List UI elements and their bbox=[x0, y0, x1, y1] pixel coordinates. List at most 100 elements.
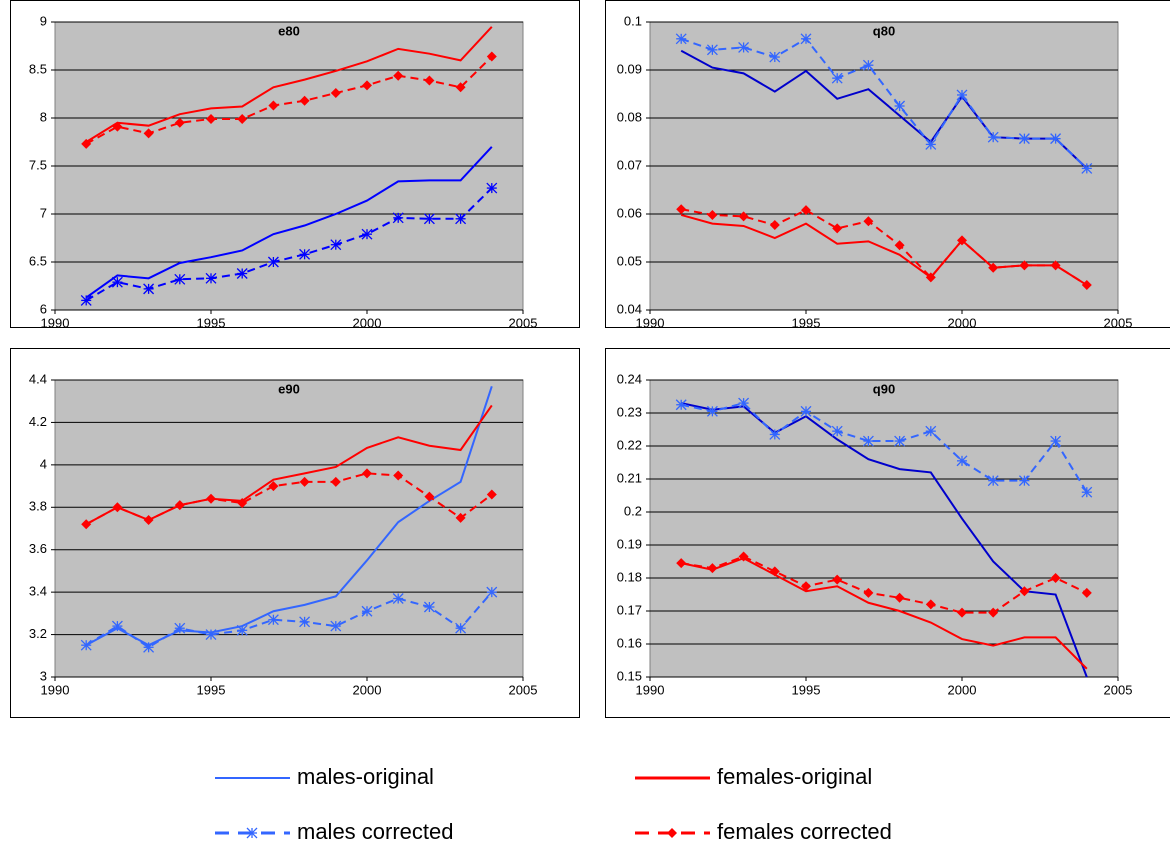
x-tick-label: 1990 bbox=[41, 682, 70, 697]
y-tick-label: 0.07 bbox=[617, 157, 642, 172]
chart-title: e90 bbox=[278, 381, 300, 396]
marker-asterisk bbox=[926, 426, 936, 436]
chart-title: e80 bbox=[278, 23, 300, 38]
y-tick-label: 3.8 bbox=[29, 499, 47, 514]
legend-label: females-original bbox=[717, 764, 872, 789]
x-tick-label: 1990 bbox=[41, 315, 70, 330]
marker-asterisk bbox=[268, 257, 278, 267]
y-tick-label: 4.2 bbox=[29, 414, 47, 429]
marker-asterisk bbox=[456, 623, 466, 633]
legend: males-original females-original males corr… bbox=[215, 764, 892, 844]
marker-asterisk bbox=[739, 398, 749, 408]
y-tick-label: 0.1 bbox=[624, 13, 642, 28]
marker-asterisk bbox=[362, 229, 372, 239]
marker-asterisk bbox=[300, 617, 310, 627]
x-tick-label: 2005 bbox=[509, 315, 538, 330]
marker-asterisk bbox=[676, 34, 686, 44]
y-tick-label: 0.06 bbox=[617, 205, 642, 220]
y-tick-label: 0.2 bbox=[624, 503, 642, 518]
marker-asterisk bbox=[331, 240, 341, 250]
marker-asterisk bbox=[1082, 487, 1092, 497]
marker-asterisk bbox=[1019, 476, 1029, 486]
x-tick-label: 2005 bbox=[509, 682, 538, 697]
marker-asterisk bbox=[362, 606, 372, 616]
y-tick-label: 0.23 bbox=[617, 404, 642, 419]
y-tick-label: 0.09 bbox=[617, 61, 642, 76]
marker-asterisk bbox=[247, 828, 257, 838]
y-tick-label: 6.5 bbox=[29, 253, 47, 268]
marker-asterisk bbox=[175, 623, 185, 633]
x-tick-label: 2000 bbox=[948, 315, 977, 330]
y-tick-label: 0.05 bbox=[617, 253, 642, 268]
marker-asterisk bbox=[206, 273, 216, 283]
y-tick-label: 0.04 bbox=[617, 301, 642, 316]
x-tick-label: 2005 bbox=[1104, 682, 1133, 697]
x-tick-label: 2000 bbox=[353, 682, 382, 697]
marker-asterisk bbox=[863, 436, 873, 446]
x-tick-label: 2000 bbox=[353, 315, 382, 330]
marker-asterisk bbox=[206, 630, 216, 640]
legend-label: males-original bbox=[297, 764, 434, 789]
marker-asterisk bbox=[832, 426, 842, 436]
x-tick-label: 1990 bbox=[636, 315, 665, 330]
marker-asterisk bbox=[957, 456, 967, 466]
y-tick-label: 0.24 bbox=[617, 371, 642, 386]
marker-asterisk bbox=[770, 52, 780, 62]
marker-asterisk bbox=[331, 621, 341, 631]
marker-asterisk bbox=[237, 625, 247, 635]
x-tick-label: 1995 bbox=[792, 682, 821, 697]
marker-asterisk bbox=[456, 214, 466, 224]
marker-asterisk bbox=[268, 615, 278, 625]
y-tick-label: 3.2 bbox=[29, 626, 47, 641]
marker-asterisk bbox=[81, 640, 91, 650]
marker-asterisk bbox=[988, 476, 998, 486]
marker-asterisk bbox=[1051, 134, 1061, 144]
marker-asterisk bbox=[393, 594, 403, 604]
y-tick-label: 8.5 bbox=[29, 61, 47, 76]
chart-title: q90 bbox=[873, 381, 895, 396]
y-tick-label: 3.4 bbox=[29, 584, 47, 599]
x-tick-label: 1990 bbox=[636, 682, 665, 697]
marker-diamond bbox=[667, 828, 677, 838]
marker-asterisk bbox=[895, 101, 905, 111]
marker-asterisk bbox=[1082, 163, 1092, 173]
y-tick-label: 3.6 bbox=[29, 541, 47, 556]
marker-asterisk bbox=[957, 90, 967, 100]
y-tick-label: 0.16 bbox=[617, 635, 642, 650]
marker-asterisk bbox=[988, 132, 998, 142]
marker-asterisk bbox=[926, 139, 936, 149]
marker-asterisk bbox=[237, 269, 247, 279]
marker-asterisk bbox=[487, 587, 497, 597]
plot-area bbox=[650, 380, 1118, 677]
legend-label: males corrected bbox=[297, 819, 454, 844]
marker-asterisk bbox=[895, 436, 905, 446]
y-tick-label: 0.17 bbox=[617, 602, 642, 617]
y-tick-label: 9 bbox=[40, 13, 47, 28]
y-tick-label: 4.4 bbox=[29, 371, 47, 386]
y-tick-label: 0.08 bbox=[617, 109, 642, 124]
marker-asterisk bbox=[112, 277, 122, 287]
marker-asterisk bbox=[1019, 134, 1029, 144]
marker-asterisk bbox=[770, 429, 780, 439]
chart-title: q80 bbox=[873, 23, 895, 38]
y-tick-label: 8 bbox=[40, 109, 47, 124]
y-tick-label: 7.5 bbox=[29, 157, 47, 172]
y-tick-label: 0.19 bbox=[617, 536, 642, 551]
marker-asterisk bbox=[707, 45, 717, 55]
marker-asterisk bbox=[1051, 436, 1061, 446]
y-tick-label: 0.18 bbox=[617, 569, 642, 584]
marker-asterisk bbox=[707, 406, 717, 416]
x-tick-label: 1995 bbox=[197, 682, 226, 697]
marker-asterisk bbox=[801, 34, 811, 44]
marker-asterisk bbox=[739, 42, 749, 52]
x-tick-label: 2005 bbox=[1104, 315, 1133, 330]
marker-asterisk bbox=[676, 400, 686, 410]
marker-asterisk bbox=[424, 602, 434, 612]
x-tick-label: 1995 bbox=[197, 315, 226, 330]
x-tick-label: 2000 bbox=[948, 682, 977, 697]
marker-asterisk bbox=[300, 249, 310, 259]
marker-asterisk bbox=[393, 213, 403, 223]
marker-asterisk bbox=[144, 642, 154, 652]
y-tick-label: 4 bbox=[40, 456, 47, 471]
